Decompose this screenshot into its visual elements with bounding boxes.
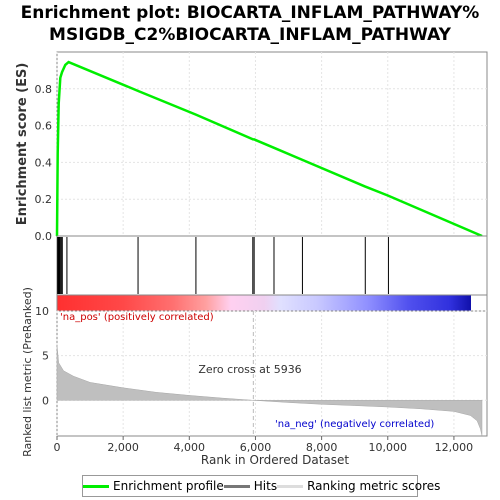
metric-y-tick-label: 0 bbox=[42, 394, 49, 407]
es-point bbox=[59, 76, 62, 79]
es-y-tick-label: 0.8 bbox=[35, 83, 53, 96]
es-y-tick-label: 0.6 bbox=[35, 120, 53, 133]
x-axis-ticks: 0 2,000 4,000 6,000 8,000 10,000 12,000 bbox=[54, 436, 474, 454]
legend-label-enrichment-profile: Enrichment profile bbox=[113, 479, 224, 493]
chart-title: Enrichment plot: BIOCARTA_INFLAM_PATHWAY… bbox=[0, 2, 500, 46]
metric-y-ticks: 10 5 0 bbox=[35, 305, 49, 407]
x-tick-label: 2,000 bbox=[107, 441, 139, 454]
metric-y-tick-label: 5 bbox=[42, 350, 49, 363]
es-point bbox=[386, 194, 389, 197]
es-point bbox=[67, 61, 70, 63]
metric-y-tick-label: 10 bbox=[35, 305, 49, 318]
es-point bbox=[363, 185, 366, 188]
legend-label-ranking-metric: Ranking metric scores bbox=[307, 479, 441, 493]
legend-label-hits: Hits bbox=[253, 479, 278, 493]
x-tick-label: 8,000 bbox=[306, 441, 338, 454]
x-tick-label: 4,000 bbox=[174, 441, 206, 454]
negative-correlated-label: 'na_neg' (negatively correlated) bbox=[275, 419, 434, 430]
x-tick-label: 12,000 bbox=[435, 441, 474, 454]
es-y-tick-label: 0.2 bbox=[35, 193, 53, 206]
es-point bbox=[300, 158, 303, 161]
x-tick-label: 0 bbox=[54, 441, 61, 454]
legend-item-ranking-metric: Ranking metric scores bbox=[277, 479, 440, 493]
es-point bbox=[272, 146, 275, 149]
metric-area bbox=[56, 344, 483, 437]
es-y-ticks: 0.0 0.2 0.4 0.6 0.8 bbox=[35, 83, 53, 243]
es-y-axis-label: Enrichment score (ES) bbox=[15, 63, 30, 226]
chart-title-line1: Enrichment plot: BIOCARTA_INFLAM_PATHWAY… bbox=[20, 3, 480, 23]
zero-cross-label: Zero cross at 5936 bbox=[198, 363, 301, 376]
x-axis-label: Rank in Ordered Dataset bbox=[201, 453, 349, 467]
hits-group bbox=[57, 237, 389, 294]
legend-item-enrichment-profile: Enrichment profile bbox=[83, 479, 224, 493]
es-point bbox=[57, 102, 60, 105]
es-point bbox=[253, 138, 255, 141]
es-point bbox=[138, 90, 141, 93]
x-tick-label: 10,000 bbox=[369, 441, 408, 454]
es-point bbox=[56, 152, 59, 154]
legend-swatch-ranking-metric bbox=[277, 484, 304, 488]
legend-item-hits: Hits bbox=[223, 479, 278, 493]
positive-correlated-label: 'na_pos' (positively correlated) bbox=[60, 312, 214, 323]
es-line-group bbox=[55, 60, 483, 238]
chart-title-line2: MSIGDB_C2%BIOCARTA_INFLAM_PATHWAY bbox=[49, 25, 451, 45]
metric-area-group bbox=[56, 344, 483, 437]
es-y-tick-label: 0.4 bbox=[35, 156, 53, 169]
es-point bbox=[64, 64, 67, 66]
metric-panel bbox=[56, 310, 488, 437]
es-point bbox=[195, 113, 197, 116]
legend-swatch-enrichment-profile bbox=[83, 484, 109, 488]
es-line bbox=[55, 60, 483, 238]
es-y-tick-label: 0.0 bbox=[35, 230, 53, 243]
legend: Enrichment profile Hits Ranking metric s… bbox=[82, 475, 440, 497]
metric-y-axis-label: Ranked list metric (PreRanked) bbox=[21, 287, 34, 457]
hits-panel bbox=[56, 235, 488, 296]
metric-grid bbox=[56, 310, 487, 436]
legend-swatch-hits bbox=[223, 484, 250, 488]
es-panel bbox=[56, 51, 488, 237]
rank-color-bar bbox=[57, 295, 471, 311]
x-tick-label: 6,000 bbox=[240, 441, 272, 454]
es-point bbox=[61, 71, 63, 74]
